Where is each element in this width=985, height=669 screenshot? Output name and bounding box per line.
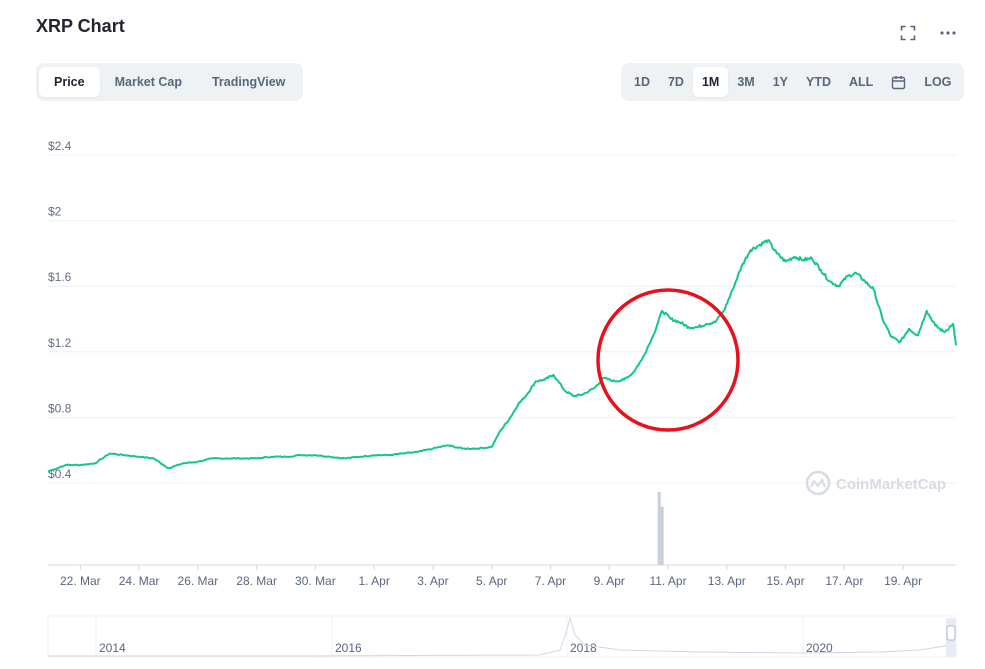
top-actions — [897, 22, 959, 44]
navigator-handle[interactable] — [946, 625, 956, 641]
x-tick-label: 17. Apr — [825, 574, 863, 588]
y-tick-label: $1.6 — [48, 270, 72, 284]
x-tick-label: 9. Apr — [594, 574, 625, 588]
volume-bar — [660, 506, 664, 565]
range-3m[interactable]: 3M — [737, 75, 755, 89]
x-tick-label: 7. Apr — [535, 574, 566, 588]
range-1m[interactable]: 1M — [692, 67, 729, 97]
y-tick-label: $2.4 — [48, 139, 72, 153]
navigator-year-label: 2020 — [806, 641, 833, 655]
watermark-text: CoinMarketCap — [836, 476, 946, 493]
tab-tradingview[interactable]: TradingView — [211, 75, 286, 89]
price-line — [47, 239, 957, 473]
navigator[interactable]: 2014 2016 2018 2020 — [47, 615, 957, 658]
x-tick-label: 15. Apr — [767, 574, 805, 588]
x-tick-label: 13. Apr — [708, 574, 746, 588]
range-ytd[interactable]: YTD — [806, 75, 832, 89]
chart-type-tabs: Price Market Cap TradingView — [36, 63, 304, 101]
tab-market-cap[interactable]: Market Cap — [114, 75, 182, 89]
x-tick-label: 26. Mar — [178, 574, 219, 588]
y-tick-label: $0.8 — [48, 401, 72, 415]
navigator-year-label: 2014 — [99, 641, 126, 655]
y-tick-label: $1.2 — [48, 336, 72, 350]
log-scale-button[interactable]: LOG — [924, 75, 952, 89]
range-1y[interactable]: 1Y — [772, 75, 789, 89]
y-tick-label: $2 — [48, 205, 62, 219]
x-tick-label: 1. Apr — [358, 574, 389, 588]
x-tick-label: 24. Mar — [119, 574, 160, 588]
fullscreen-icon[interactable] — [897, 22, 919, 44]
page-title: XRP Chart — [36, 16, 125, 36]
range-1d[interactable]: 1D — [634, 75, 650, 89]
x-tick-label: 30. Mar — [295, 574, 336, 588]
x-tick-label: 19. Apr — [884, 574, 922, 588]
x-tick-label: 3. Apr — [417, 574, 448, 588]
volume-bar — [657, 492, 661, 565]
range-7d[interactable]: 7D — [667, 75, 684, 89]
x-tick-label: 5. Apr — [476, 574, 507, 588]
tab-price[interactable]: Price — [39, 67, 100, 97]
calendar-icon[interactable] — [882, 67, 915, 97]
coinmarketcap-watermark: CoinMarketCap — [805, 470, 946, 496]
x-tick-label: 22. Mar — [60, 574, 101, 588]
navigator-year-label: 2018 — [570, 641, 597, 655]
more-dots-icon[interactable] — [937, 22, 959, 44]
range-selector: 1D 7D 1M 3M 1Y YTD ALL LOG — [621, 63, 965, 101]
navigator-year-label: 2016 — [335, 641, 362, 655]
x-tick-label: 11. Apr — [649, 574, 686, 588]
x-tick-label: 28. Mar — [236, 574, 277, 588]
highlight-circle — [596, 288, 740, 432]
range-all[interactable]: ALL — [849, 75, 874, 89]
